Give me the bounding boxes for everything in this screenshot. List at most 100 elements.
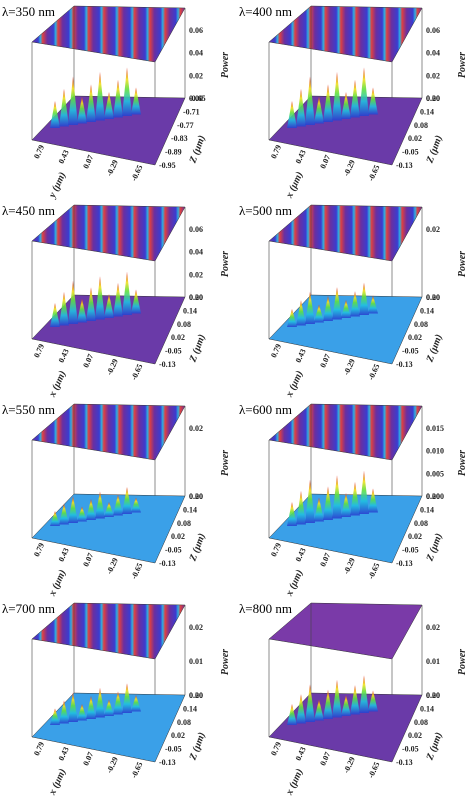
x-tick-label: 0.43: [57, 746, 71, 762]
z-tick-label: 0.08: [177, 519, 191, 528]
surface-peak: [323, 84, 333, 122]
z-axis-title: Z (μm): [187, 333, 207, 365]
power-tick-label: 0.00: [426, 94, 440, 103]
surface-peak: [296, 490, 306, 525]
surface-peak: [368, 295, 378, 314]
power-tick-label: 0.00: [189, 293, 203, 302]
x-tick-label: -0.65: [129, 562, 144, 581]
x-tick-label: 0.07: [318, 353, 332, 369]
power-axis-title: Power: [220, 450, 231, 476]
z-tick-label: -0.13: [396, 559, 413, 568]
box-edges: [268, 205, 423, 339]
z-tick-label: -0.05: [165, 745, 182, 754]
power-tick-label: 0.00: [189, 94, 203, 103]
power-tick-label: 0.06: [189, 225, 203, 234]
power-tick-label: 0.01: [426, 657, 440, 666]
surface-peak: [332, 475, 342, 519]
z-tick-label: -0.05: [402, 745, 419, 754]
z-tick-label: 0.14: [420, 505, 434, 514]
z-tick-label: 0.08: [177, 320, 191, 329]
z-tick-label: 0.20: [426, 691, 440, 700]
x-tick-label: 0.79: [32, 741, 46, 757]
surface-peak: [323, 486, 333, 520]
surface-peak: [305, 479, 315, 523]
z-tick-label: 0.20: [189, 293, 203, 302]
x-tick-label: -0.29: [105, 358, 120, 377]
panel-label: λ=350 nm: [2, 4, 55, 19]
z-tick-label: 0.02: [408, 731, 422, 740]
x-tick-label: -0.65: [129, 761, 144, 780]
surface-peak: [77, 704, 87, 721]
z-tick-label: -0.13: [396, 360, 413, 369]
power-tick-label: 0.00: [426, 691, 440, 700]
surface-peak: [131, 497, 141, 513]
surface-peak: [68, 280, 78, 324]
x-tick-label: 0.43: [294, 348, 308, 364]
z-axis-title: Z (μm): [187, 731, 207, 763]
x-tick-label: 0.07: [318, 751, 332, 767]
surface-peak: [350, 291, 360, 317]
power-tick-label: 0.015: [426, 424, 444, 433]
surface-peak: [296, 300, 306, 326]
x-tick-label: 0.79: [269, 343, 283, 359]
panel-label: λ=700 nm: [2, 601, 55, 616]
panel-label: λ=550 nm: [2, 402, 55, 417]
surface-peak: [86, 84, 96, 122]
surface-peak: [86, 695, 96, 719]
box-edges: [31, 6, 186, 140]
surface-peak: [68, 76, 78, 125]
power-tick-label: 0.04: [189, 248, 203, 257]
x-tick-label: -0.65: [366, 562, 381, 581]
panel-label: λ=500 nm: [239, 203, 292, 218]
x-axis-title: x (μm): [47, 369, 69, 399]
power-tick-label: 0.000: [426, 492, 444, 501]
surface-peak: [77, 298, 87, 323]
surface-peak: [50, 303, 60, 327]
surface-peak: [359, 470, 369, 514]
surface-peak: [113, 691, 123, 715]
z-tick-label: -0.05: [402, 347, 419, 356]
power-tick-label: 0.01: [189, 657, 203, 666]
box-edges: [31, 603, 186, 737]
x-tick-label: -0.29: [342, 557, 357, 576]
surface-peak: [59, 503, 69, 525]
panel-label: λ=600 nm: [239, 402, 292, 417]
surface-peak: [287, 309, 297, 327]
x-axis-title: x (μm): [47, 568, 69, 598]
power-tick-label: 0.02: [426, 225, 440, 234]
surface-peak: [131, 695, 141, 712]
x-tick-label: -0.29: [105, 756, 120, 775]
surface-peak: [50, 101, 60, 128]
plot-panel: λ=500 nm 0.02 0.00 Power 0.20 0.14 0.08 0.02 -0.…: [239, 203, 468, 400]
z-tick-label: 0.02: [408, 134, 422, 143]
x-tick-label: 0.79: [269, 542, 283, 558]
surface-peak: [95, 71, 105, 121]
surface-peak: [113, 494, 123, 516]
panel-label: λ=800 nm: [239, 601, 292, 616]
power-tick-label: 0.02: [189, 424, 203, 433]
z-tick-label: -0.05: [402, 148, 419, 157]
z-tick-label: 0.20: [426, 293, 440, 302]
z-tick-label: 0.14: [183, 306, 197, 315]
surface-peak: [113, 79, 123, 118]
surface-peak: [350, 685, 360, 715]
x-tick-label: 0.07: [81, 353, 95, 369]
x-tick-label: -0.65: [366, 363, 381, 382]
z-tick-label: -0.13: [396, 161, 413, 170]
x-tick-label: 0.79: [32, 343, 46, 359]
plot-panel: λ=550 nm 0.02 0.00 Power 0.20 0.14 0.08 0.02 -0.…: [2, 402, 231, 599]
plot-panel: λ=800 nm 0.02 0.01 0.00 Power 0.20 0.14 0.08 0.0…: [239, 601, 468, 797]
z-tick-label: -0.77: [177, 121, 194, 130]
surface-peak: [287, 704, 297, 725]
power-tick-label: 0.005: [426, 469, 444, 478]
z-tick-label: -0.71: [183, 107, 200, 116]
surface-peak: [287, 502, 297, 526]
surface-peak: [131, 87, 141, 115]
surface-peak: [50, 511, 60, 526]
surface-peak: [296, 88, 306, 127]
x-tick-label: 0.07: [318, 154, 332, 170]
box-edges: [268, 6, 423, 140]
surface-peak: [359, 675, 369, 713]
x-tick-label: -0.65: [366, 164, 381, 183]
